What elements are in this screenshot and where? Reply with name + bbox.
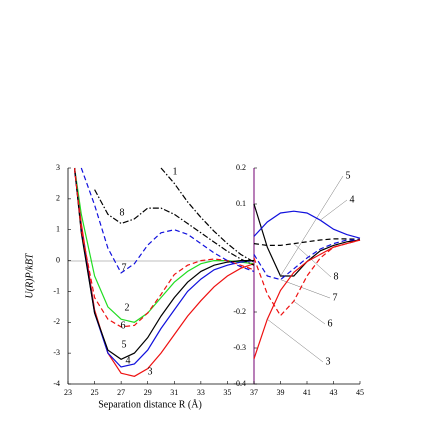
- curve: [74, 167, 255, 323]
- curve-label: 8: [120, 207, 125, 218]
- curve: [253, 239, 361, 317]
- curve-label: 5: [346, 170, 351, 181]
- curve-label: 3: [326, 356, 331, 367]
- y-tick-label: 0.1: [236, 199, 246, 208]
- y-tick-label: 1: [56, 225, 60, 234]
- leader-line: [293, 243, 332, 278]
- y-tick-label: -4: [53, 379, 60, 388]
- y-tick-label: -3: [53, 348, 60, 357]
- x-tick-label: 25: [91, 388, 99, 397]
- curve: [94, 189, 255, 266]
- curve: [74, 167, 254, 360]
- y-tick-label: -2: [53, 317, 60, 326]
- x-tick-label: 43: [330, 388, 338, 397]
- x-tick-label: 33: [197, 388, 205, 397]
- x-tick-label: 27: [117, 388, 125, 397]
- leader-line: [280, 279, 331, 299]
- y-tick-label: 0: [56, 255, 60, 264]
- leader-line: [280, 175, 344, 277]
- x-tick-label: 23: [64, 388, 72, 397]
- x-tick-label: 39: [277, 388, 285, 397]
- x-tick-label: 45: [356, 388, 364, 397]
- curve-label: 3: [148, 366, 153, 377]
- curve-label: 2: [125, 302, 130, 313]
- x-tick-label: 35: [223, 388, 231, 397]
- curve: [80, 167, 255, 274]
- curve-label: 4: [126, 355, 131, 366]
- curve-label: 7: [122, 262, 127, 273]
- y-tick-label: -0.4: [233, 379, 246, 388]
- curve: [74, 167, 255, 368]
- leader-line: [293, 300, 326, 325]
- curve-label: 4: [350, 194, 355, 205]
- x-tick-label: 31: [170, 388, 178, 397]
- x-axis-label: Separation distance R (Å): [98, 398, 202, 410]
- x-tick-label: 41: [303, 388, 311, 397]
- y-tick-label: -1: [53, 286, 60, 295]
- curve: [253, 210, 361, 239]
- y-axis-label: U(R)P/kBT: [24, 252, 35, 298]
- x-tick-label: 37: [250, 388, 258, 397]
- y-tick-label: 3: [56, 163, 60, 172]
- curve-label: 1: [173, 166, 178, 177]
- curve: [253, 203, 361, 277]
- y-tick-label: -0.2: [233, 307, 246, 316]
- curve-label: 6: [121, 320, 126, 331]
- y-tick-label: 0.2: [236, 163, 246, 172]
- y-tick-label: 2: [56, 194, 60, 203]
- x-tick-label: 29: [144, 388, 152, 397]
- curve: [253, 238, 361, 246]
- curve: [253, 239, 360, 281]
- curve: [74, 167, 255, 328]
- leader-line: [267, 319, 324, 363]
- y-tick-label: -0.3: [233, 343, 246, 352]
- curve-label: 7: [333, 292, 338, 303]
- leader-line: [320, 199, 348, 221]
- curve-label: 5: [122, 339, 127, 350]
- curve-label: 6: [328, 318, 333, 329]
- curve-label: 8: [334, 271, 339, 282]
- curve: [160, 167, 255, 263]
- curve: [253, 239, 361, 359]
